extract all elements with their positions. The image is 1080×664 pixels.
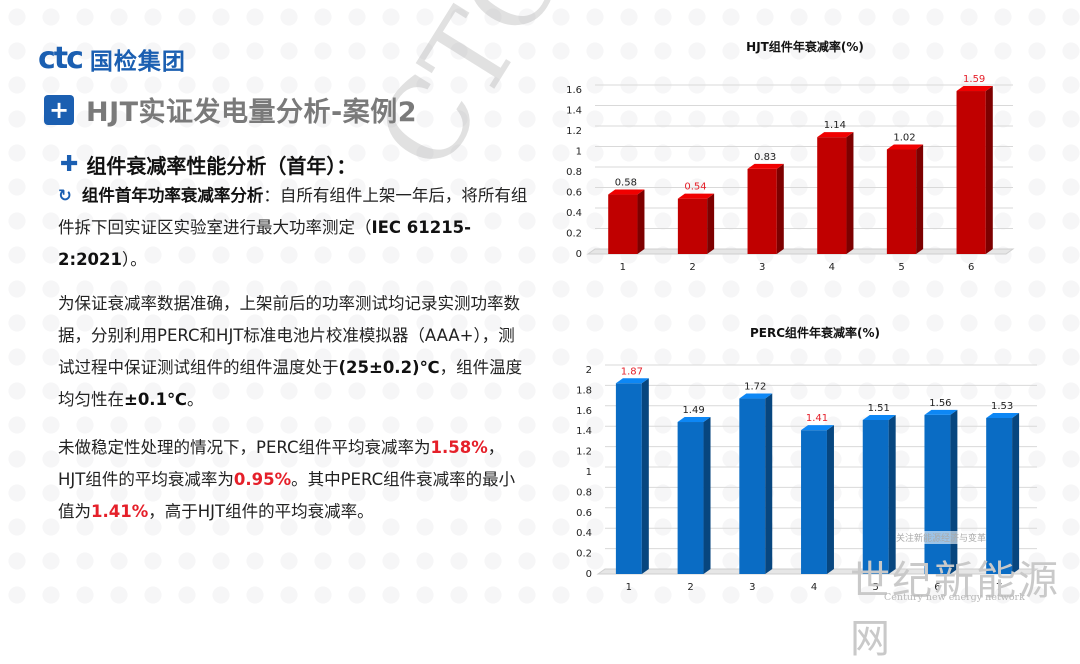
site-watermark: 世纪新能源网 [850, 558, 1060, 662]
y-tick-label: 1 [576, 147, 582, 158]
data-label: 1.49 [682, 405, 704, 416]
para3-t2: ，HJT组件的平均衰减率为 [58, 438, 505, 489]
para1-label: 组件首年功率衰减率分析 [81, 186, 264, 205]
x-tick-label: 3 [749, 582, 755, 593]
y-tick-label: 0.6 [566, 188, 582, 199]
para1-text: ：自所有组件上架一年后，将所有组件拆下回实证区实验室进行最大功率测定（ [58, 186, 528, 237]
y-tick-label: 1.2 [576, 447, 592, 458]
x-tick-label: 5 [898, 262, 904, 273]
y-tick-label: 0.2 [566, 229, 582, 240]
para1-std: IEC 61215-2:2021 [58, 218, 472, 269]
para2-text: 为保证衰减率数据准确，上架前后的功率测试均记录实测功率数据，分别利用PERC和H… [58, 294, 520, 377]
paragraph-3: 未做稳定性处理的情况下，PERC组件平均衰减率为1.58%，HJT组件的平均衰减… [58, 432, 528, 528]
y-tick-label: 0 [586, 569, 592, 580]
bar [747, 163, 784, 254]
plus-icon: ✚ [60, 152, 79, 177]
section-heading: ✚ 组件衰减率性能分析（首年）： [60, 150, 356, 179]
x-tick-label: 1 [620, 262, 626, 273]
x-tick-label: 2 [689, 262, 695, 273]
bar [615, 378, 649, 574]
para2-temp: (25±0.2)℃ [338, 358, 440, 377]
y-tick-label: 1.8 [576, 385, 592, 396]
bar [986, 412, 1020, 574]
x-tick-label: 7 [996, 582, 1002, 593]
x-tick-label: 2 [687, 582, 693, 593]
logo-mark: ctc [38, 41, 84, 76]
data-label: 1.72 [744, 382, 766, 393]
perc-bar-chart: 0 0.2 0.4 0.6 0.8 1 1.2 1.4 1.6 1.8 2 1.87 1 1.49 2 1.7… [576, 364, 1039, 593]
y-tick-label: 0.4 [576, 528, 592, 539]
y-tick-label: 0.6 [576, 508, 592, 519]
background-pattern [0, 0, 1080, 607]
bar [608, 189, 645, 254]
data-label: 1.14 [824, 120, 846, 131]
y-tick-label: 0.4 [566, 208, 582, 219]
para3-t3: 。其中PERC组件衰减率的最小值为 [58, 470, 516, 521]
x-tick-label: 3 [759, 262, 765, 273]
para3-v1: 1.58% [430, 438, 488, 457]
data-label: 1.56 [929, 398, 951, 409]
x-tick-label: 6 [968, 262, 974, 273]
data-label: 1.87 [621, 366, 643, 377]
bar [801, 425, 834, 574]
para2-unif: ±0.1℃ [124, 390, 188, 409]
data-label: 1.41 [806, 413, 828, 424]
x-tick-label: 1 [626, 582, 632, 593]
bar [886, 144, 924, 254]
x-tick-label: 4 [811, 582, 817, 593]
data-label: 0.54 [684, 182, 706, 193]
company-logo: ctc 国检集团 [38, 42, 186, 76]
hjt-chart-title: HJT组件年衰减率(%) [746, 40, 864, 54]
y-tick-label: 1.4 [576, 426, 592, 437]
bar [956, 86, 993, 255]
data-label: 0.58 [615, 178, 637, 189]
page-title: HJT实证发电量分析-案例2 [86, 97, 418, 128]
data-label: 0.83 [754, 152, 776, 163]
paragraph-2: 为保证衰减率数据准确，上架前后的功率测试均记录实测功率数据，分别利用PERC和H… [58, 288, 528, 416]
y-tick-label: 1.4 [566, 106, 582, 117]
x-tick-label: 4 [829, 262, 835, 273]
y-tick-label: 0.8 [566, 167, 582, 178]
bar [677, 417, 711, 574]
bar [862, 414, 896, 574]
para3-v3: 1.41% [91, 502, 149, 521]
logo-name: 国检集团 [89, 49, 186, 75]
data-label: 1.51 [868, 403, 890, 414]
y-tick-label: 1 [586, 467, 592, 478]
site-watermark-en: Century new energy network [884, 592, 1025, 603]
paragraph-1: ↻ 组件首年功率衰减率分析：自所有组件上架一年后，将所有组件拆下回实证区实验室进行… [58, 180, 528, 276]
para3-v2: 0.95% [233, 470, 292, 489]
data-label: 1.02 [893, 132, 915, 143]
bar [739, 393, 773, 574]
plus-square-icon: + [44, 94, 74, 125]
refresh-icon: ↻ [58, 186, 72, 205]
data-label: 1.59 [963, 74, 985, 85]
y-tick-label: 1.2 [566, 126, 582, 137]
y-tick-label: 1.6 [566, 85, 582, 96]
title-row: + HJT实证发电量分析-案例2 [44, 90, 417, 129]
y-tick-label: 1.6 [576, 406, 592, 417]
x-tick-label: 6 [934, 582, 940, 593]
perc-chart-title: PERC组件年衰减率(%) [749, 326, 881, 340]
hjt-bar-chart: 0 0.2 0.4 0.6 0.8 1 1.2 1.4 1.6 0.58 1 0.54 2 0.83 3 1.… [566, 74, 1015, 273]
para3-t1: 未做稳定性处理的情况下，PERC组件平均衰减率为 [58, 438, 431, 457]
para2-end: 。 [187, 390, 204, 409]
para3-t4: ，高于HJT组件的平均衰减率。 [148, 502, 374, 521]
y-tick-label: 0 [576, 249, 582, 260]
y-tick-label: 0.8 [576, 487, 592, 498]
bar [677, 193, 715, 254]
x-tick-label: 5 [873, 582, 879, 593]
data-label: 1.53 [991, 401, 1013, 412]
bar [817, 132, 854, 254]
para2-mid: ，组件温度均匀性在 [58, 358, 523, 409]
y-tick-label: 2 [586, 365, 592, 376]
watermark-mini: 关注新能源经济与变革 [896, 531, 987, 544]
para1-tail: ）。 [122, 250, 147, 269]
chart-floor [586, 248, 1015, 255]
section-heading-text: 组件衰减率性能分析（首年）： [86, 154, 357, 178]
y-tick-label: 0.2 [576, 549, 592, 560]
